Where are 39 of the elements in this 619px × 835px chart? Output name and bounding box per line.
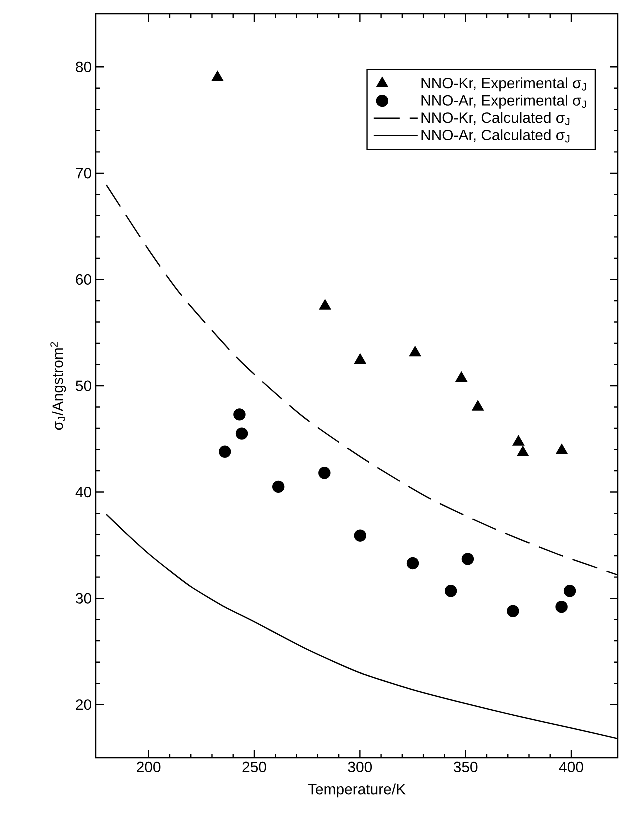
x-axis-title: Temperature/K — [308, 784, 406, 798]
point — [564, 585, 576, 598]
y-tick-label: 20 — [76, 700, 92, 710]
point — [320, 300, 332, 310]
point — [556, 444, 568, 454]
point — [456, 372, 468, 382]
y-tick-label: 60 — [76, 274, 92, 285]
legend-label: NNO-Ar, Calculated σ$_{J}$ — [422, 130, 570, 143]
point — [236, 428, 248, 440]
point — [462, 553, 474, 566]
point — [512, 436, 524, 446]
y-tick-label: 30 — [76, 593, 92, 604]
point — [444, 585, 458, 598]
y-tick-label: 80 — [76, 62, 92, 72]
x-tick-label: 200 — [137, 762, 161, 772]
y-tick-label: 70 — [76, 168, 92, 179]
point — [517, 446, 529, 457]
point — [272, 480, 285, 494]
point — [472, 400, 484, 411]
legend-label: NNO-Ar, Experimental σ$_{J}$ — [422, 94, 586, 109]
x-tick-label: 300 — [348, 762, 372, 772]
point — [234, 408, 246, 421]
x-tick-label: 250 — [242, 762, 266, 772]
point — [354, 530, 366, 542]
y-tick-label: 40 — [76, 486, 92, 498]
point — [556, 600, 568, 614]
x-tick-label: 400 — [559, 762, 584, 772]
point — [410, 346, 422, 357]
y-axis-title: σ$_{J}$/Angstrom$^{2}$ — [50, 342, 66, 430]
point — [219, 446, 232, 458]
x-tick-label: 350 — [454, 762, 478, 772]
legend-label: NNO-Kr, Experimental σ$_{J}$ — [422, 78, 586, 92]
point — [318, 467, 331, 480]
point — [212, 71, 224, 82]
y-tick-label: 50 — [76, 380, 92, 392]
point — [354, 354, 366, 364]
legend-label: NNO-Kr, Calculated σ$_{J}$ — [422, 112, 570, 126]
point — [507, 605, 520, 618]
point — [406, 557, 420, 570]
